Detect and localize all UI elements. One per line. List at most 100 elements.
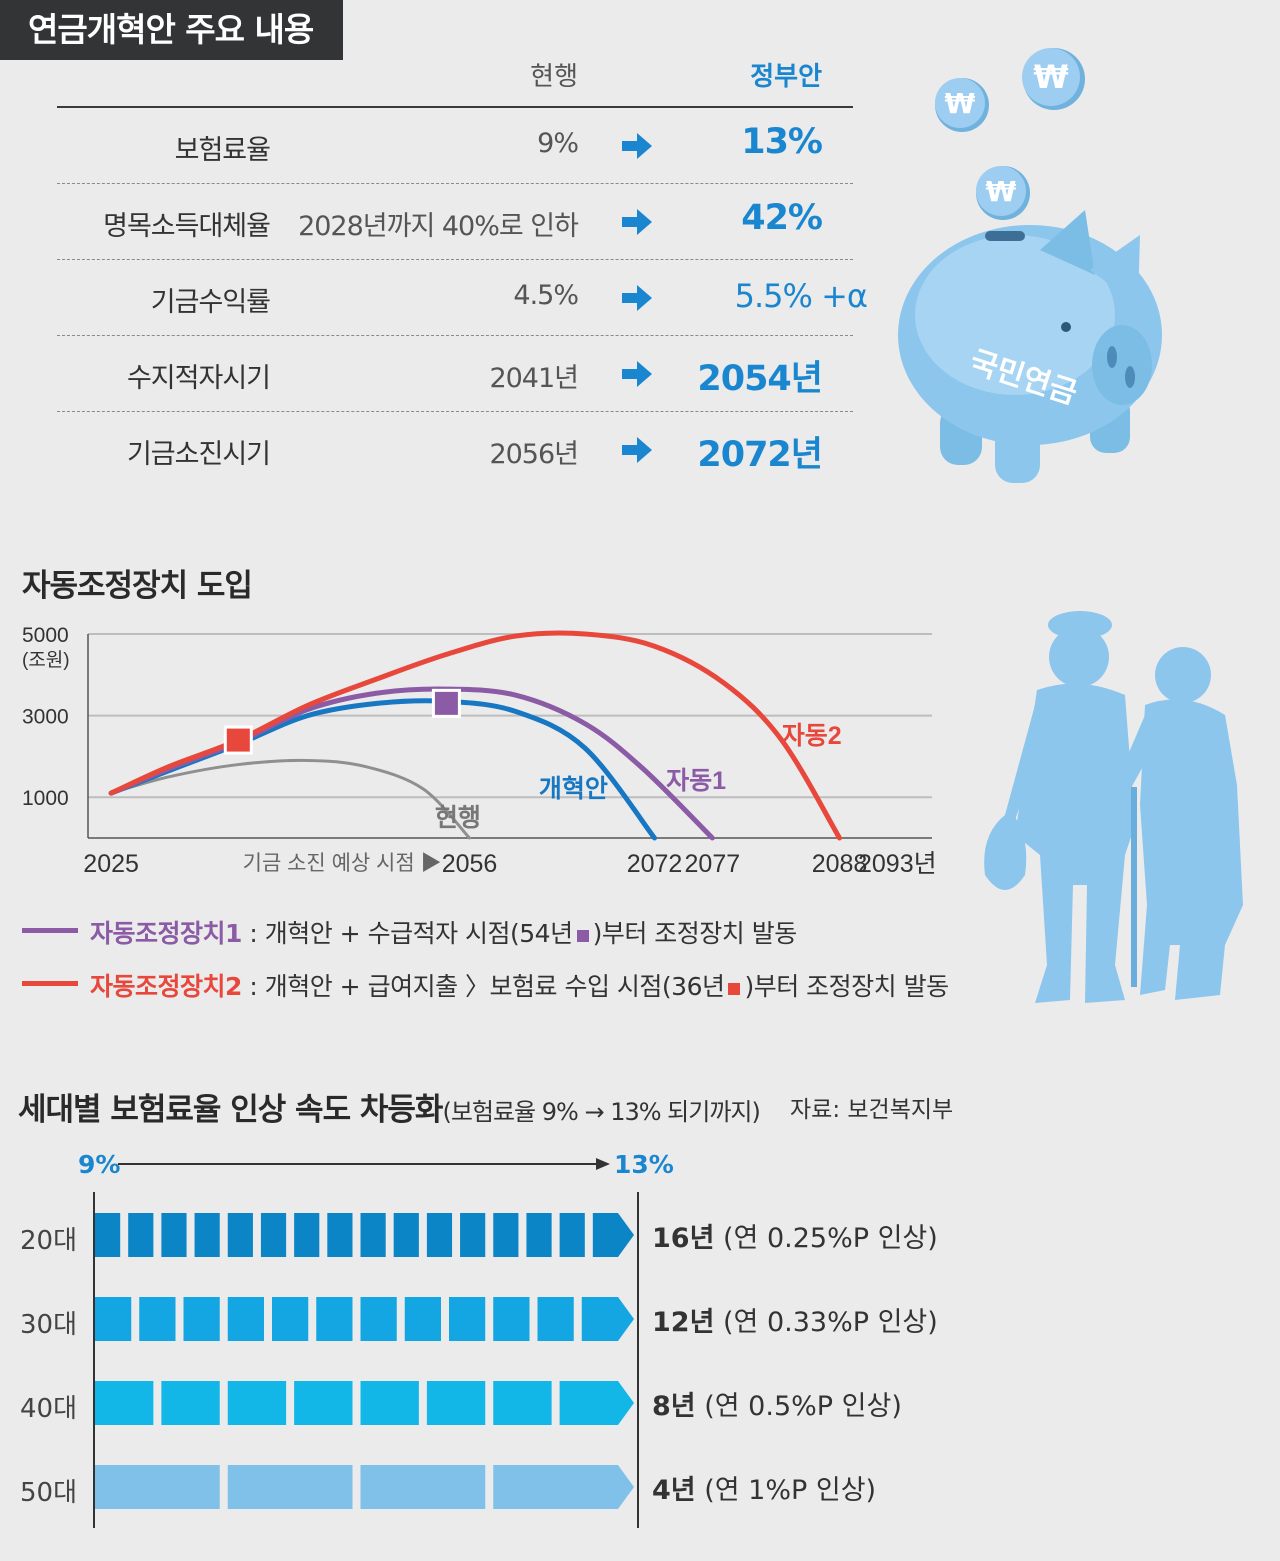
years-label: 12년 — [652, 1307, 715, 1338]
row-label: 수지적자시기 — [126, 363, 271, 394]
bar-segment — [95, 1381, 154, 1425]
bar-segment — [161, 1381, 220, 1425]
bar-segment — [360, 1381, 419, 1425]
y-tick-label: 1000 — [22, 787, 69, 810]
years-label: 4년 — [652, 1475, 696, 1506]
y-axis-unit: (조원) — [22, 649, 70, 671]
bar-segment — [493, 1297, 530, 1341]
coin-symbol: ₩ — [1033, 58, 1068, 96]
end-percent: 13% — [614, 1150, 674, 1179]
arrow-right-icon — [622, 361, 652, 387]
bar-segment — [360, 1297, 397, 1341]
bar-segment — [227, 1381, 287, 1425]
bar-segment — [161, 1213, 187, 1257]
range-arrow-icon — [118, 1158, 610, 1170]
bar-segment — [194, 1213, 220, 1257]
legend-text: )부터 조정장치 발동 — [744, 972, 949, 1001]
source-note: 자료: 보건복지부 — [790, 1097, 954, 1123]
bar-segment — [227, 1213, 253, 1257]
section3-title: 세대별 보험료율 인상 속도 차등화(보험료율 9% → 13% 되기까지) — [18, 1084, 761, 1129]
rate-text: (연 0.33%P 인상) — [714, 1307, 938, 1338]
row-label: 명목소득대체율 — [103, 211, 271, 242]
bar-segment — [227, 1465, 353, 1509]
row-label: 기금수익률 — [150, 287, 271, 318]
bar-segment — [227, 1297, 264, 1341]
bar-segment — [316, 1297, 353, 1341]
coin-symbol: ₩ — [945, 87, 976, 120]
table-row: 기금소진시기 2056년 2072년 — [57, 412, 853, 488]
x-tick-label: 2056 — [442, 850, 498, 878]
generation-desc: 4년 (연 1%P 인상) — [652, 1468, 876, 1507]
row-label: 기금소진시기 — [126, 439, 271, 470]
legend-name: 자동조정장치1 — [90, 919, 242, 948]
column-header-current: 현행 — [530, 62, 578, 92]
bar-segment — [404, 1297, 441, 1341]
bar-segment — [294, 1213, 320, 1257]
bar-segment — [128, 1213, 154, 1257]
x-tick-label: 2025 — [83, 850, 139, 878]
table-row: 기금수익률 4.5% 5.5% +α — [57, 260, 868, 336]
bar-segment — [95, 1297, 132, 1341]
row-gov: 42% — [741, 198, 823, 238]
legend-square-marker — [576, 930, 589, 942]
piggy-bank-illustration: ₩ ₩ ₩ 국민연금 — [898, 48, 1162, 483]
row-current: 4.5% — [513, 280, 579, 311]
row-divider — [57, 183, 853, 184]
series-label: 현행 — [435, 804, 481, 832]
bar-segment — [95, 1465, 220, 1509]
coin-icon: ₩ — [1022, 48, 1085, 110]
arrow-right-icon — [622, 437, 652, 463]
section3-subtitle: (보험료율 9% → 13% 되기까지) — [442, 1098, 760, 1126]
bar-segment — [493, 1381, 552, 1425]
generation-desc: 8년 (연 0.5%P 인상) — [652, 1384, 902, 1423]
y-tick-label: 5000 — [22, 624, 69, 647]
bar-segment — [393, 1213, 419, 1257]
end-line — [637, 1192, 639, 1528]
table-row: 보험료율 9% 13% — [57, 108, 853, 184]
row-current: 2028년까지 40%로 인하 — [298, 211, 579, 242]
bar-segment — [272, 1297, 309, 1341]
years-label: 8년 — [652, 1391, 696, 1422]
bar-segment — [493, 1213, 519, 1257]
series-label: 자동2 — [782, 722, 842, 750]
y-tick-label: 3000 — [22, 706, 69, 729]
legend-square-marker — [728, 983, 741, 995]
bar-segment-last — [559, 1381, 634, 1425]
generation-bars — [95, 1213, 634, 1509]
row-current: 2056년 — [489, 439, 579, 470]
rate-text: (연 0.5%P 인상) — [695, 1391, 902, 1422]
bar-segment — [360, 1213, 386, 1257]
row-current: 9% — [537, 128, 579, 159]
x-tick-label: 2088 — [812, 850, 868, 878]
row-label: 보험료율 — [174, 135, 271, 166]
start-line — [93, 1192, 95, 1528]
bar-segment — [526, 1213, 552, 1257]
generation-label: 20대 — [20, 1226, 78, 1256]
row-divider — [57, 335, 853, 336]
arrow-right-icon — [622, 209, 652, 235]
section3-title-main: 세대별 보험료율 인상 속도 차등화 — [18, 1092, 443, 1128]
generation-desc: 12년 (연 0.33%P 인상) — [652, 1300, 938, 1339]
bar-segment — [294, 1381, 353, 1425]
line-chart: 1000 3000 5000(조원) 2025 2056 2072 2077 20882093… — [22, 624, 937, 878]
legend-text: : 개혁안 + 급여지출 〉보험료 수입 시점(36년 — [241, 972, 725, 1001]
legend-item-2: 자동조정장치2 : 개혁안 + 급여지출 〉보험료 수입 시점(36년)부터 조… — [90, 967, 949, 1003]
legend-text: : 개혁안 + 수급적자 시점(54년 — [241, 919, 573, 948]
row-gov: 13% — [741, 122, 823, 162]
row-divider — [57, 411, 853, 412]
start-percent: 9% — [78, 1150, 121, 1179]
generation-label: 30대 — [20, 1310, 78, 1340]
series-label: 개혁안 — [539, 775, 608, 803]
depletion-annotation: 기금 소진 예상 시점 ▶ — [243, 852, 442, 875]
table-row: 명목소득대체율 2028년까지 40%로 인하 42% — [57, 184, 853, 260]
bar-segment — [426, 1213, 453, 1257]
bar-segment — [426, 1381, 486, 1425]
bar-segment — [139, 1297, 176, 1341]
elderly-couple-illustration — [984, 611, 1243, 1003]
row-current: 2041년 — [489, 363, 579, 394]
generation-label: 50대 — [20, 1478, 78, 1508]
x-tick-label: 2077 — [685, 850, 741, 878]
years-label: 16년 — [652, 1223, 715, 1254]
legend-line-2 — [22, 981, 78, 986]
row-gov: 2072년 — [697, 435, 823, 475]
